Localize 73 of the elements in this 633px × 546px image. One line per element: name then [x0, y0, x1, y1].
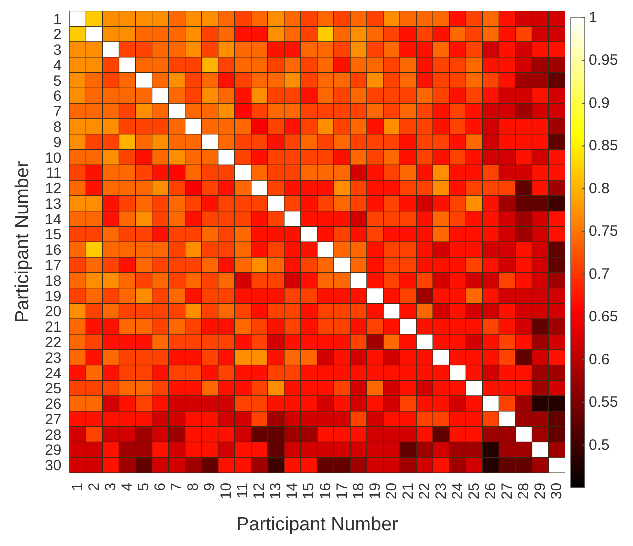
x-tick-label: 9 — [202, 482, 219, 492]
x-tick-label: 2 — [86, 482, 103, 492]
x-tick-label: 23 — [432, 482, 450, 500]
x-tick-label: 24 — [449, 482, 466, 500]
y-tick-label: 26 — [45, 396, 62, 414]
x-tick-label: 1 — [69, 482, 86, 492]
x-tick-label: 25 — [466, 482, 483, 500]
color-bar-label: 0.5 — [589, 436, 610, 454]
x-tick-label: 13 — [268, 482, 285, 500]
y-tick-label: 11 — [46, 165, 62, 182]
color-bar-label: 0.6 — [589, 351, 610, 368]
color-bar-label: 0.95 — [589, 52, 618, 70]
y-tick-label: 2 — [53, 26, 62, 44]
x-tick-label: 22 — [416, 482, 434, 500]
x-tick-label: 6 — [152, 482, 170, 492]
x-axis-title: Participant Number — [236, 514, 398, 536]
x-tick-label: 20 — [383, 482, 400, 500]
x-tick-label: 11 — [234, 482, 252, 498]
x-tick-label: 16 — [317, 482, 334, 500]
y-tick-label: 9 — [53, 134, 62, 152]
x-tick-label: 14 — [284, 482, 302, 500]
x-tick-label: 10 — [218, 482, 236, 500]
y-tick-label: 30 — [45, 458, 62, 475]
y-tick-label: 17 — [45, 258, 62, 275]
y-tick-label: 12 — [45, 180, 62, 198]
y-tick-label: 22 — [45, 334, 62, 352]
color-bar-label: 0.9 — [589, 94, 610, 112]
y-tick-label: 13 — [45, 196, 62, 213]
x-tick-label: 29 — [532, 482, 550, 500]
x-tick-label: 30 — [548, 482, 566, 500]
y-axis-title: Participant Number — [12, 161, 34, 323]
y-tick-label: 24 — [45, 365, 62, 382]
y-tick-label: 19 — [45, 288, 62, 306]
x-tick-label: 19 — [366, 482, 384, 500]
x-tick-label: 5 — [136, 482, 153, 492]
y-tick-label: 25 — [45, 380, 62, 398]
y-tick-label: 1 — [53, 11, 62, 28]
y-tick-label: 15 — [45, 226, 62, 244]
x-tick-label: 17 — [334, 482, 351, 500]
x-tick-label: 8 — [185, 482, 202, 492]
color-bar-label: 0.55 — [589, 394, 618, 412]
y-tick-label: 3 — [53, 42, 62, 60]
x-tick-label: 4 — [119, 482, 136, 492]
x-tick-label: 3 — [102, 482, 120, 492]
x-tick-label: 21 — [400, 482, 417, 500]
x-tick-label: 26 — [482, 482, 500, 500]
y-tick-label: 27 — [45, 411, 62, 428]
x-tick-label: 15 — [300, 482, 318, 500]
y-tick-label: 20 — [45, 304, 62, 321]
color-bar-label: 0.65 — [589, 308, 618, 326]
color-bar-label: 0.8 — [589, 180, 610, 198]
y-tick-label: 21 — [45, 319, 62, 336]
color-bar-label: 0.85 — [589, 138, 618, 155]
y-tick-label: 7 — [53, 104, 62, 121]
y-tick-label: 16 — [45, 242, 62, 260]
y-tick-label: 8 — [53, 119, 62, 136]
x-tick-label: 7 — [168, 482, 186, 492]
x-tick-label: 12 — [251, 482, 268, 500]
color-bar-label: 0.7 — [589, 266, 610, 283]
x-tick-label: 28 — [516, 482, 533, 500]
color-bar-label: 1 — [589, 10, 598, 26]
y-tick-label: 14 — [45, 211, 62, 228]
x-tick-label: 27 — [498, 482, 516, 500]
y-tick-label: 28 — [45, 426, 62, 444]
y-tick-label: 29 — [45, 442, 62, 460]
y-tick-label: 4 — [53, 57, 62, 74]
y-tick-label: 18 — [45, 272, 62, 290]
y-tick-label: 23 — [45, 350, 62, 367]
y-tick-label: 6 — [53, 88, 62, 106]
color-bar-label: 0.75 — [589, 223, 618, 240]
y-tick-label: 5 — [53, 72, 62, 90]
y-tick-label: 10 — [45, 150, 62, 167]
x-tick-label: 18 — [350, 482, 368, 500]
